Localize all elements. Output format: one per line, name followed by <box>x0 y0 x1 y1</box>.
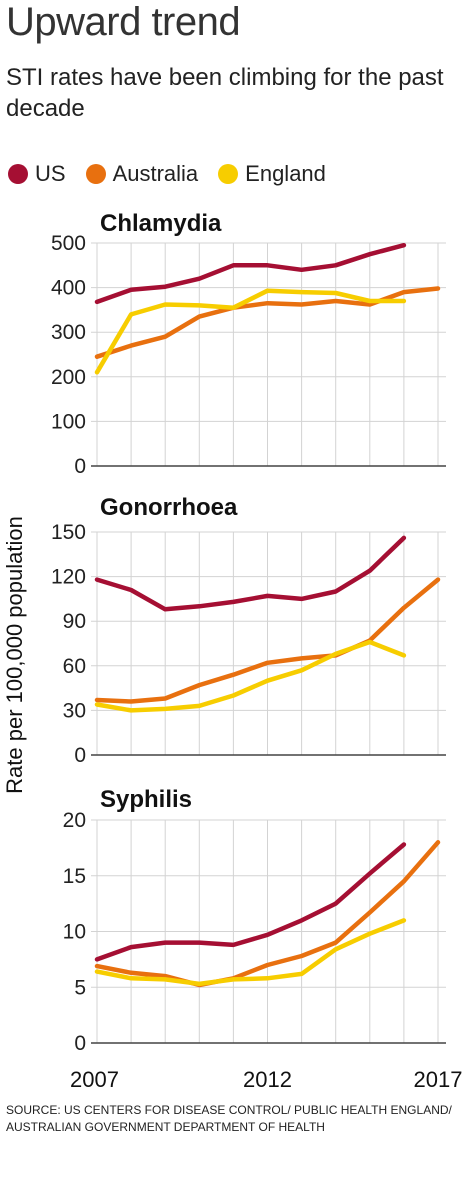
y-tick-label: 0 <box>74 455 86 478</box>
y-tick-label: 30 <box>63 699 86 722</box>
legend-label-australia: Australia <box>112 161 199 186</box>
y-tick-label: 20 <box>63 809 86 832</box>
panel-chlamydia: 0 100 200 300 400 500 Chlamydia <box>51 210 446 478</box>
series-line-australia <box>94 840 441 988</box>
page-title: Upward trend <box>6 0 241 44</box>
y-tick-label: 500 <box>51 232 86 255</box>
legend-swatch-england <box>218 164 239 184</box>
y-axis-label: Rate per 100,000 population <box>2 516 27 794</box>
x-tick-label: 2012 <box>243 1067 292 1092</box>
y-tick-label: 300 <box>51 321 86 344</box>
y-tick-label: 200 <box>51 366 86 389</box>
legend-label-us: US <box>35 161 66 186</box>
legend: US Australia England <box>8 161 346 187</box>
y-tick-label: 60 <box>63 655 86 678</box>
x-tick-label: 2007 <box>70 1067 119 1092</box>
y-tick-label: 120 <box>51 566 86 589</box>
source-note: SOURCE: US CENTERS FOR DISEASE CONTROL/ … <box>6 1103 452 1134</box>
series-line-us <box>94 842 407 962</box>
y-tick-label: 0 <box>74 1032 86 1055</box>
panel-syphilis: 0 5 10 15 20 Syphilis 2007 2012 2017 <box>63 786 463 1092</box>
legend-item-australia: Australia <box>85 161 199 187</box>
panel-gonorrhoea: 0 30 60 90 120 150 Gonorrhoea <box>51 494 446 767</box>
y-tick-label: 400 <box>51 277 86 300</box>
series-line-england <box>94 639 407 713</box>
series-line-australia <box>94 577 441 704</box>
series-line-england <box>94 288 407 375</box>
page-subtitle: STI rates have been climbing for the pas… <box>6 64 444 122</box>
legend-item-us: US <box>8 161 66 187</box>
y-tick-label: 10 <box>63 921 86 944</box>
y-tick-label: 15 <box>63 865 86 888</box>
legend-swatch-australia <box>85 164 106 184</box>
legend-item-england: England <box>218 161 326 187</box>
legend-swatch-us <box>8 164 28 184</box>
y-tick-label: 5 <box>74 976 86 999</box>
series-line-us <box>94 535 407 612</box>
legend-label-england: England <box>245 161 326 186</box>
x-tick-label: 2017 <box>414 1067 463 1092</box>
series-line-england <box>94 918 407 987</box>
y-tick-label: 100 <box>51 410 86 433</box>
y-tick-label: 0 <box>74 744 86 767</box>
series-line-us <box>94 242 407 305</box>
y-tick-label: 150 <box>51 521 86 544</box>
panel-title: Chlamydia <box>100 210 222 237</box>
panel-title: Syphilis <box>100 786 192 813</box>
y-tick-label: 90 <box>63 610 86 633</box>
panel-title: Gonorrhoea <box>100 494 238 521</box>
